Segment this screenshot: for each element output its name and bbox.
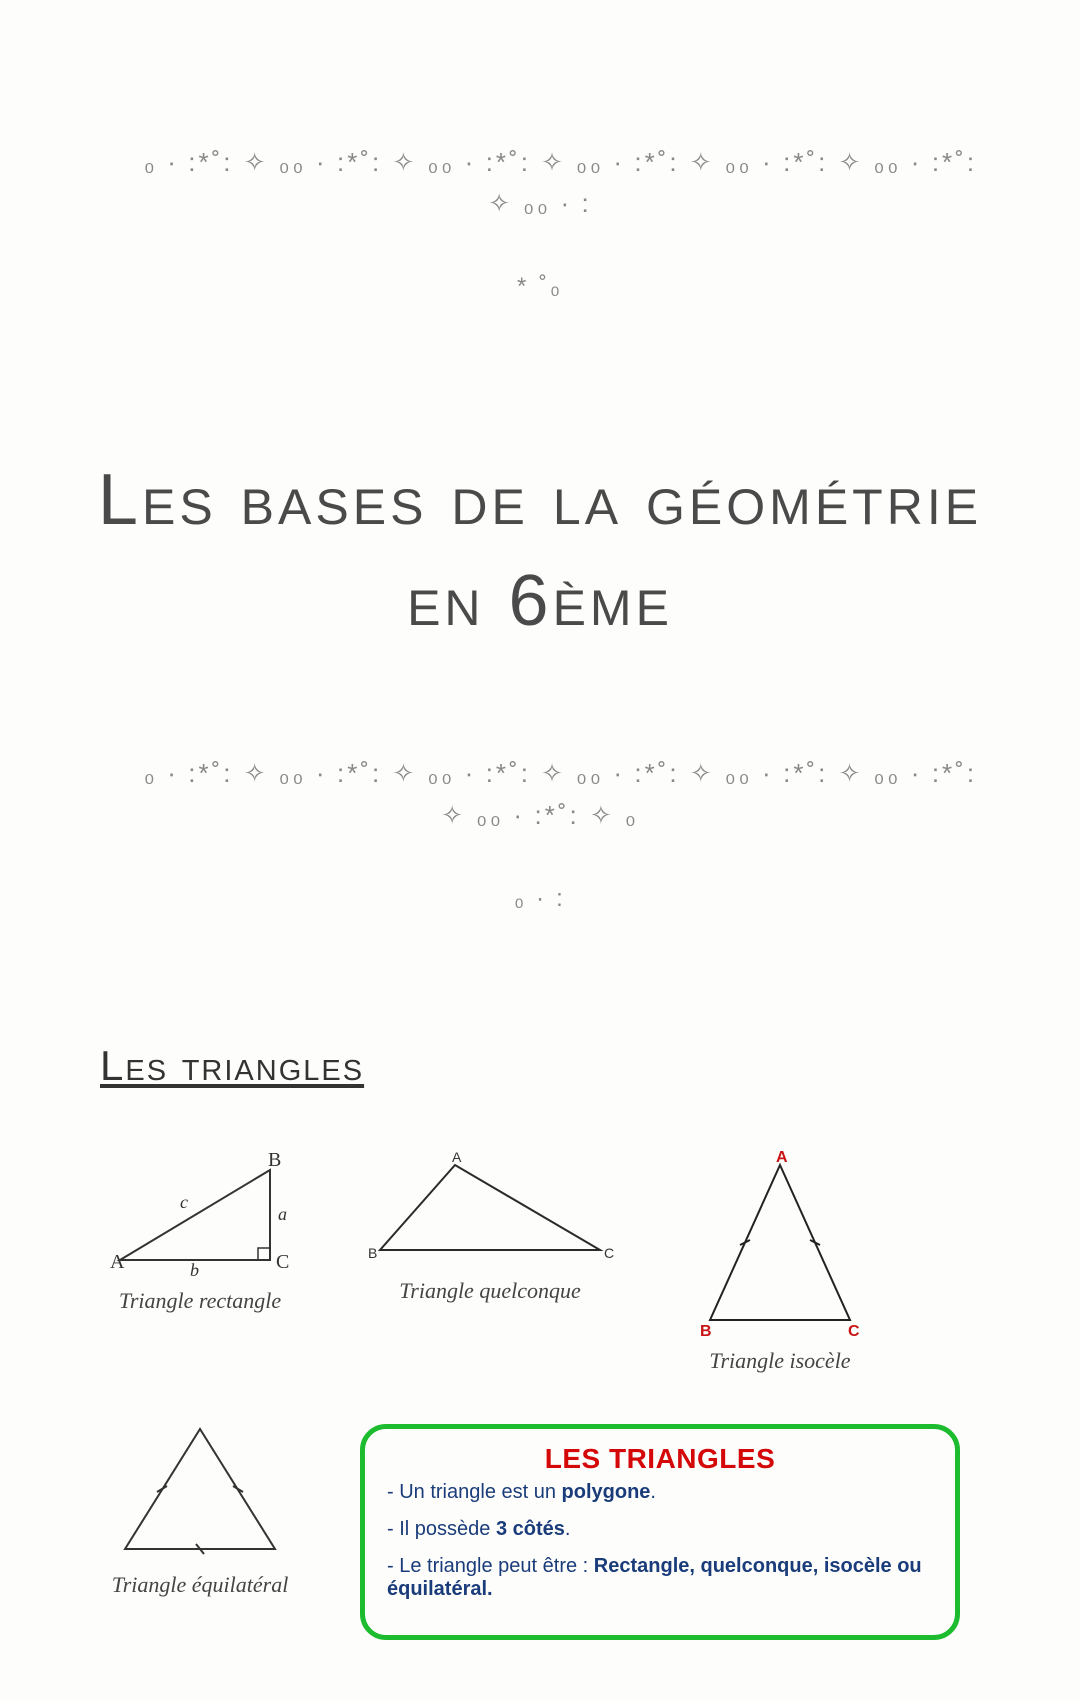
- document-page: ₀ ∙ :*˚: ✧ ₀₀ ∙ :*˚: ✧ ₀₀ ∙ :*˚: ✧ ₀₀ ∙ …: [0, 0, 1080, 1700]
- side-b: b: [190, 1260, 199, 1280]
- caption-quelconque: Triangle quelconque: [399, 1278, 580, 1304]
- callout-line-1: - Un triangle est un polygone.: [387, 1481, 933, 1504]
- callout-line-3: - Le triangle peut être : Rectangle, que…: [387, 1555, 933, 1601]
- vertex-B: B: [368, 1245, 377, 1261]
- vertex-C: C: [604, 1245, 614, 1261]
- callout-line-2-bold: 3 côtés: [496, 1518, 565, 1540]
- callout-line-2: - Il possède 3 côtés.: [387, 1518, 933, 1541]
- side-a: a: [278, 1204, 287, 1224]
- caption-rectangle: Triangle rectangle: [119, 1288, 281, 1314]
- triangle-isocele-svg: A B C: [680, 1150, 880, 1340]
- decor-top-line1b: * ˚₀: [90, 268, 990, 306]
- figure-triangle-rectangle: A B C c a b Triangle rectangle: [100, 1150, 300, 1374]
- callout-line-2-suffix: .: [565, 1518, 571, 1540]
- caption-equilateral: Triangle équilatéral: [112, 1572, 289, 1598]
- vertex-A: A: [452, 1150, 462, 1165]
- side-c: c: [180, 1192, 188, 1212]
- callout-line-1-prefix: - Un triangle est un: [387, 1481, 562, 1503]
- vertex-A: A: [110, 1251, 125, 1273]
- triangle-quelconque-svg: A B C: [360, 1150, 620, 1270]
- decor-mid-line1: ₀ ∙ :*˚: ✧ ₀₀ ∙ :*˚: ✧ ₀₀ ∙ :*˚: ✧ ₀₀ ∙ …: [144, 758, 987, 830]
- figure-triangle-quelconque: A B C Triangle quelconque: [360, 1150, 620, 1374]
- figure-triangle-isocele: A B C Triangle isocèle: [680, 1150, 880, 1374]
- triangle-equilateral-svg: [100, 1414, 300, 1564]
- decor-top: ₀ ∙ :*˚: ✧ ₀₀ ∙ :*˚: ✧ ₀₀ ∙ :*˚: ✧ ₀₀ ∙ …: [90, 100, 990, 390]
- triangle-rectangle-svg: A B C c a b: [100, 1150, 300, 1280]
- callout-line-2-prefix: - Il possède: [387, 1518, 496, 1540]
- callout-line-3-prefix: - Le triangle peut être :: [387, 1555, 594, 1577]
- section-heading: Les triangles: [100, 1042, 990, 1090]
- callout-line-1-bold: polygone: [562, 1481, 651, 1503]
- caption-isocele: Triangle isocèle: [709, 1348, 850, 1374]
- vertex-C: C: [276, 1251, 289, 1273]
- callout-box: LES TRIANGLES - Un triangle est un polyg…: [360, 1424, 960, 1640]
- vertex-A: A: [776, 1150, 788, 1166]
- decor-mid: ₀ ∙ :*˚: ✧ ₀₀ ∙ :*˚: ✧ ₀₀ ∙ :*˚: ✧ ₀₀ ∙ …: [90, 712, 990, 1002]
- callout-line-1-suffix: .: [650, 1481, 656, 1503]
- callout-title: LES TRIANGLES: [387, 1443, 933, 1475]
- vertex-B: B: [268, 1150, 281, 1171]
- figures-container: A B C c a b Triangle rectangle A B C Tri…: [100, 1150, 990, 1640]
- vertex-C: C: [848, 1323, 860, 1340]
- decor-mid-line1b: ₀ ∙ :: [90, 880, 990, 918]
- page-title: Les bases de la géométrie en 6ème: [90, 450, 990, 652]
- decor-top-line1: ₀ ∙ :*˚: ✧ ₀₀ ∙ :*˚: ✧ ₀₀ ∙ :*˚: ✧ ₀₀ ∙ …: [144, 147, 987, 219]
- vertex-B: B: [700, 1323, 712, 1340]
- figure-triangle-equilateral: Triangle équilatéral: [100, 1414, 300, 1640]
